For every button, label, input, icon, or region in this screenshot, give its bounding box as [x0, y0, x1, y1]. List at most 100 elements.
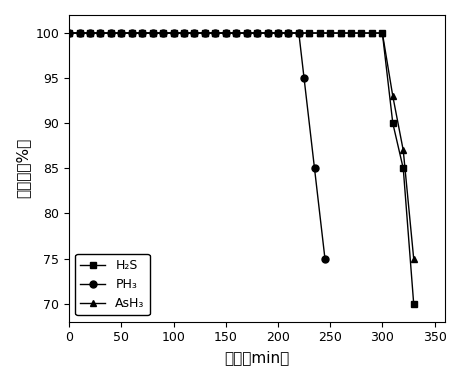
H₂S	[67, 31, 72, 35]
H₂S	[317, 31, 322, 35]
Legend: H₂S, PH₃, AsH₃: H₂S, PH₃, AsH₃	[75, 254, 150, 315]
AsH₃	[275, 31, 281, 35]
H₂S	[192, 31, 197, 35]
PH₃	[296, 31, 302, 35]
AsH₃	[129, 31, 134, 35]
H₂S	[129, 31, 134, 35]
AsH₃	[244, 31, 249, 35]
H₂S	[380, 31, 385, 35]
AsH₃	[233, 31, 239, 35]
PH₃	[87, 31, 93, 35]
AsH₃	[67, 31, 72, 35]
H₂S	[150, 31, 155, 35]
H₂S	[390, 121, 395, 125]
H₂S	[97, 31, 103, 35]
AsH₃	[401, 148, 406, 153]
AsH₃	[348, 31, 354, 35]
H₂S	[328, 31, 333, 35]
AsH₃	[108, 31, 114, 35]
H₂S	[87, 31, 93, 35]
H₂S	[348, 31, 354, 35]
PH₃	[286, 31, 291, 35]
PH₃	[192, 31, 197, 35]
PH₃	[108, 31, 114, 35]
PH₃	[97, 31, 103, 35]
PH₃	[171, 31, 176, 35]
PH₃	[213, 31, 218, 35]
H₂S	[369, 31, 375, 35]
PH₃	[129, 31, 134, 35]
PH₃	[254, 31, 260, 35]
Line: H₂S: H₂S	[66, 30, 417, 307]
PH₃	[223, 31, 229, 35]
H₂S	[108, 31, 114, 35]
AsH₃	[181, 31, 187, 35]
PH₃	[160, 31, 166, 35]
AsH₃	[338, 31, 343, 35]
H₂S	[359, 31, 364, 35]
AsH₃	[306, 31, 312, 35]
H₂S	[275, 31, 281, 35]
PH₃	[265, 31, 270, 35]
AsH₃	[192, 31, 197, 35]
AsH₃	[213, 31, 218, 35]
PH₃	[67, 31, 72, 35]
H₂S	[160, 31, 166, 35]
AsH₃	[286, 31, 291, 35]
X-axis label: 时间（min）: 时间（min）	[225, 350, 290, 365]
AsH₃	[411, 256, 416, 261]
H₂S	[265, 31, 270, 35]
PH₃	[233, 31, 239, 35]
H₂S	[296, 31, 302, 35]
AsH₃	[359, 31, 364, 35]
Line: AsH₃: AsH₃	[66, 30, 417, 262]
AsH₃	[369, 31, 375, 35]
PH₃	[119, 31, 124, 35]
AsH₃	[119, 31, 124, 35]
H₂S	[202, 31, 207, 35]
H₂S	[140, 31, 145, 35]
PH₃	[244, 31, 249, 35]
PH₃	[181, 31, 187, 35]
AsH₃	[97, 31, 103, 35]
PH₃	[312, 166, 317, 171]
PH₃	[301, 76, 307, 81]
PH₃	[77, 31, 82, 35]
H₂S	[213, 31, 218, 35]
H₂S	[233, 31, 239, 35]
PH₃	[202, 31, 207, 35]
H₂S	[254, 31, 260, 35]
AsH₃	[140, 31, 145, 35]
AsH₃	[254, 31, 260, 35]
AsH₃	[223, 31, 229, 35]
H₂S	[306, 31, 312, 35]
PH₃	[150, 31, 155, 35]
AsH₃	[380, 31, 385, 35]
AsH₃	[265, 31, 270, 35]
H₂S	[77, 31, 82, 35]
Y-axis label: 脱除率（%）: 脱除率（%）	[15, 138, 30, 198]
H₂S	[286, 31, 291, 35]
AsH₃	[317, 31, 322, 35]
AsH₃	[202, 31, 207, 35]
PH₃	[275, 31, 281, 35]
H₂S	[244, 31, 249, 35]
AsH₃	[390, 94, 395, 98]
PH₃	[140, 31, 145, 35]
H₂S	[401, 166, 406, 171]
AsH₃	[328, 31, 333, 35]
AsH₃	[87, 31, 93, 35]
H₂S	[171, 31, 176, 35]
H₂S	[181, 31, 187, 35]
Line: PH₃: PH₃	[66, 30, 328, 262]
H₂S	[411, 301, 416, 306]
AsH₃	[77, 31, 82, 35]
AsH₃	[171, 31, 176, 35]
PH₃	[322, 256, 328, 261]
H₂S	[223, 31, 229, 35]
AsH₃	[160, 31, 166, 35]
AsH₃	[150, 31, 155, 35]
H₂S	[338, 31, 343, 35]
H₂S	[119, 31, 124, 35]
AsH₃	[296, 31, 302, 35]
